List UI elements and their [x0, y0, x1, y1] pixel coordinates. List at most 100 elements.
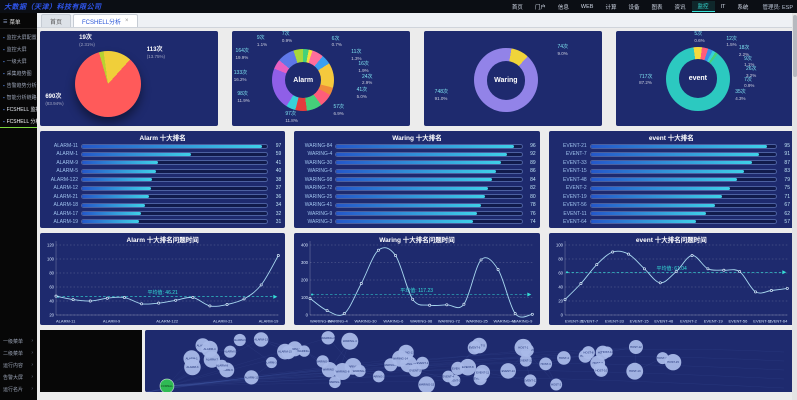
- graph-node[interactable]: [467, 340, 482, 355]
- graph-node[interactable]: [253, 332, 269, 347]
- sidebar-item[interactable]: ▪ 监控大屏配置: [0, 31, 37, 43]
- sidebar-item[interactable]: ▪ FCSHELL 分析: [0, 115, 37, 128]
- bar-category-label: WARING-98: [304, 176, 333, 183]
- topbar-menu-item[interactable]: 首页: [511, 4, 523, 11]
- sidebar-item[interactable]: 运行内容 ›: [0, 359, 37, 371]
- sidebar-item[interactable]: 二级菜单 ›: [0, 347, 37, 359]
- sidebar-item[interactable]: ▪ FCSHELL 监控: [0, 103, 37, 115]
- sidebar-item[interactable]: ▪ 采集趋势图: [0, 67, 37, 79]
- line-chart-panel: Waring 十大排名问题时间 0 100 200 300 400 WARING-84 WAR…: [294, 233, 540, 325]
- graph-node[interactable]: [539, 357, 553, 371]
- graph-node[interactable]: [594, 363, 608, 377]
- graph-node[interactable]: [524, 374, 537, 387]
- sidebar-item-label: 监控大屏: [6, 46, 27, 53]
- bar-value-label: 31: [275, 218, 282, 225]
- callout-percent: 3.2%: [745, 72, 757, 78]
- graph-node[interactable]: [557, 351, 571, 365]
- topbar-menu-item[interactable]: 信息: [557, 4, 569, 11]
- callout-value: 57次: [333, 104, 345, 111]
- graph-node[interactable]: [372, 370, 385, 383]
- tab-首页[interactable]: 首页: [41, 14, 72, 27]
- topbar-menu-item[interactable]: 图表: [651, 4, 663, 11]
- bar-category-label: WARING-6: [307, 168, 333, 175]
- bar-fill: [590, 186, 730, 190]
- pie-callout-label: 19次 (2.31%): [79, 35, 95, 47]
- pie-callout-label: 164次 19.9%: [236, 48, 249, 60]
- graph-node[interactable]: [628, 340, 643, 354]
- topbar-menu-item[interactable]: 系统: [737, 4, 749, 11]
- bar-row: WARING-84 96: [298, 143, 536, 149]
- scrollbar-thumb[interactable]: [792, 15, 797, 77]
- topbar-menu-item[interactable]: 设备: [628, 4, 640, 11]
- graph-node[interactable]: [244, 370, 259, 385]
- topbar-menu-item[interactable]: IT: [720, 3, 726, 10]
- graph-node[interactable]: [519, 354, 532, 367]
- graph-node[interactable]: [334, 363, 351, 380]
- graph-node[interactable]: [500, 363, 516, 379]
- graph-node[interactable]: [408, 363, 422, 377]
- graph-node[interactable]: [223, 345, 237, 358]
- graph-node[interactable]: [459, 358, 477, 376]
- sidebar-item[interactable]: ▪ 一级大屏: [0, 55, 37, 67]
- graph-node-label: ALARM-7: [206, 358, 218, 362]
- graph-node[interactable]: [392, 350, 409, 367]
- graph-node[interactable]: [265, 356, 278, 369]
- sidebar-header[interactable]: ☰ 菜单: [0, 16, 37, 29]
- graph-node[interactable]: [514, 338, 532, 357]
- bar-value-label: 62: [784, 210, 790, 217]
- graph-node[interactable]: [353, 364, 366, 377]
- graph-node[interactable]: [203, 351, 221, 368]
- bar-fill: [336, 220, 474, 224]
- line-chart: 20 40 60 80 100 120 ALARM-11 ALARM-9 ALARM-122 AL…: [47, 241, 280, 323]
- bar-row: WARING-25 80: [298, 194, 536, 200]
- bar-fill: [590, 212, 706, 215]
- graph-node[interactable]: [184, 358, 201, 376]
- donut-center-label: Alarm: [293, 76, 314, 84]
- graph-node[interactable]: [550, 378, 563, 391]
- topbar-menu-item[interactable]: 计算: [605, 4, 617, 11]
- graph-node[interactable]: [341, 332, 359, 350]
- graph-node[interactable]: [298, 345, 310, 357]
- topbar-menu-item[interactable]: 资讯: [674, 4, 686, 11]
- topbar-menu-item[interactable]: 门户: [534, 4, 546, 11]
- topbar-menu-item[interactable]: 监控: [691, 1, 715, 12]
- sidebar-item[interactable]: ▪ 监控大屏: [0, 43, 37, 55]
- sidebar-item[interactable]: 一级菜单 ›: [0, 335, 37, 347]
- graph-node[interactable]: [442, 370, 455, 383]
- data-point: [626, 252, 630, 256]
- pie-callout-label: 7次 0.9%: [744, 77, 754, 89]
- sidebar-item-icon: ▪: [3, 34, 5, 40]
- topbar-menu-item[interactable]: WEB: [580, 3, 594, 10]
- sidebar-item[interactable]: 运行名片 ›: [0, 383, 37, 395]
- tab-close-icon[interactable]: ×: [125, 18, 129, 24]
- event-donut-hole: event: [678, 59, 718, 98]
- graph-node[interactable]: [216, 359, 228, 371]
- graph-node[interactable]: [321, 362, 338, 378]
- sidebar-item[interactable]: ▪ 智能分析链路: [0, 91, 37, 103]
- pie-callout-label: 133次 16.2%: [234, 70, 247, 82]
- data-point: [394, 254, 398, 257]
- graph-node[interactable]: [664, 354, 682, 371]
- callout-percent: (13.75%): [146, 54, 166, 60]
- tab-FCSHELL分析[interactable]: FCSHELL分析 ×: [73, 14, 138, 27]
- graph-node[interactable]: [475, 364, 491, 380]
- bar-category-label: ALARM-122: [50, 176, 78, 183]
- graph-root-node[interactable]: [159, 378, 175, 392]
- bar-track: [335, 160, 523, 166]
- scrollbar[interactable]: [792, 13, 797, 400]
- graph-node[interactable]: [329, 376, 341, 389]
- graph-node[interactable]: [601, 346, 613, 358]
- sidebar-item-label: 一级大屏: [6, 58, 27, 65]
- sidebar-item[interactable]: ▪ 告警趋势分析: [0, 79, 37, 91]
- graph-node[interactable]: [418, 376, 435, 392]
- graph-node[interactable]: [277, 343, 293, 360]
- callout-percent: 87.2%: [639, 80, 652, 86]
- sidebar-item[interactable]: 告警大屏 ›: [0, 371, 37, 383]
- graph-node[interactable]: [321, 331, 335, 345]
- graph-node[interactable]: [233, 333, 246, 347]
- graph-node[interactable]: [626, 362, 644, 380]
- x-tick-label: WARING-6: [384, 319, 405, 324]
- graph-node-label: WARING-14: [393, 357, 409, 361]
- bar-row: WARING-41 78: [298, 202, 536, 208]
- graph-node[interactable]: [581, 346, 595, 360]
